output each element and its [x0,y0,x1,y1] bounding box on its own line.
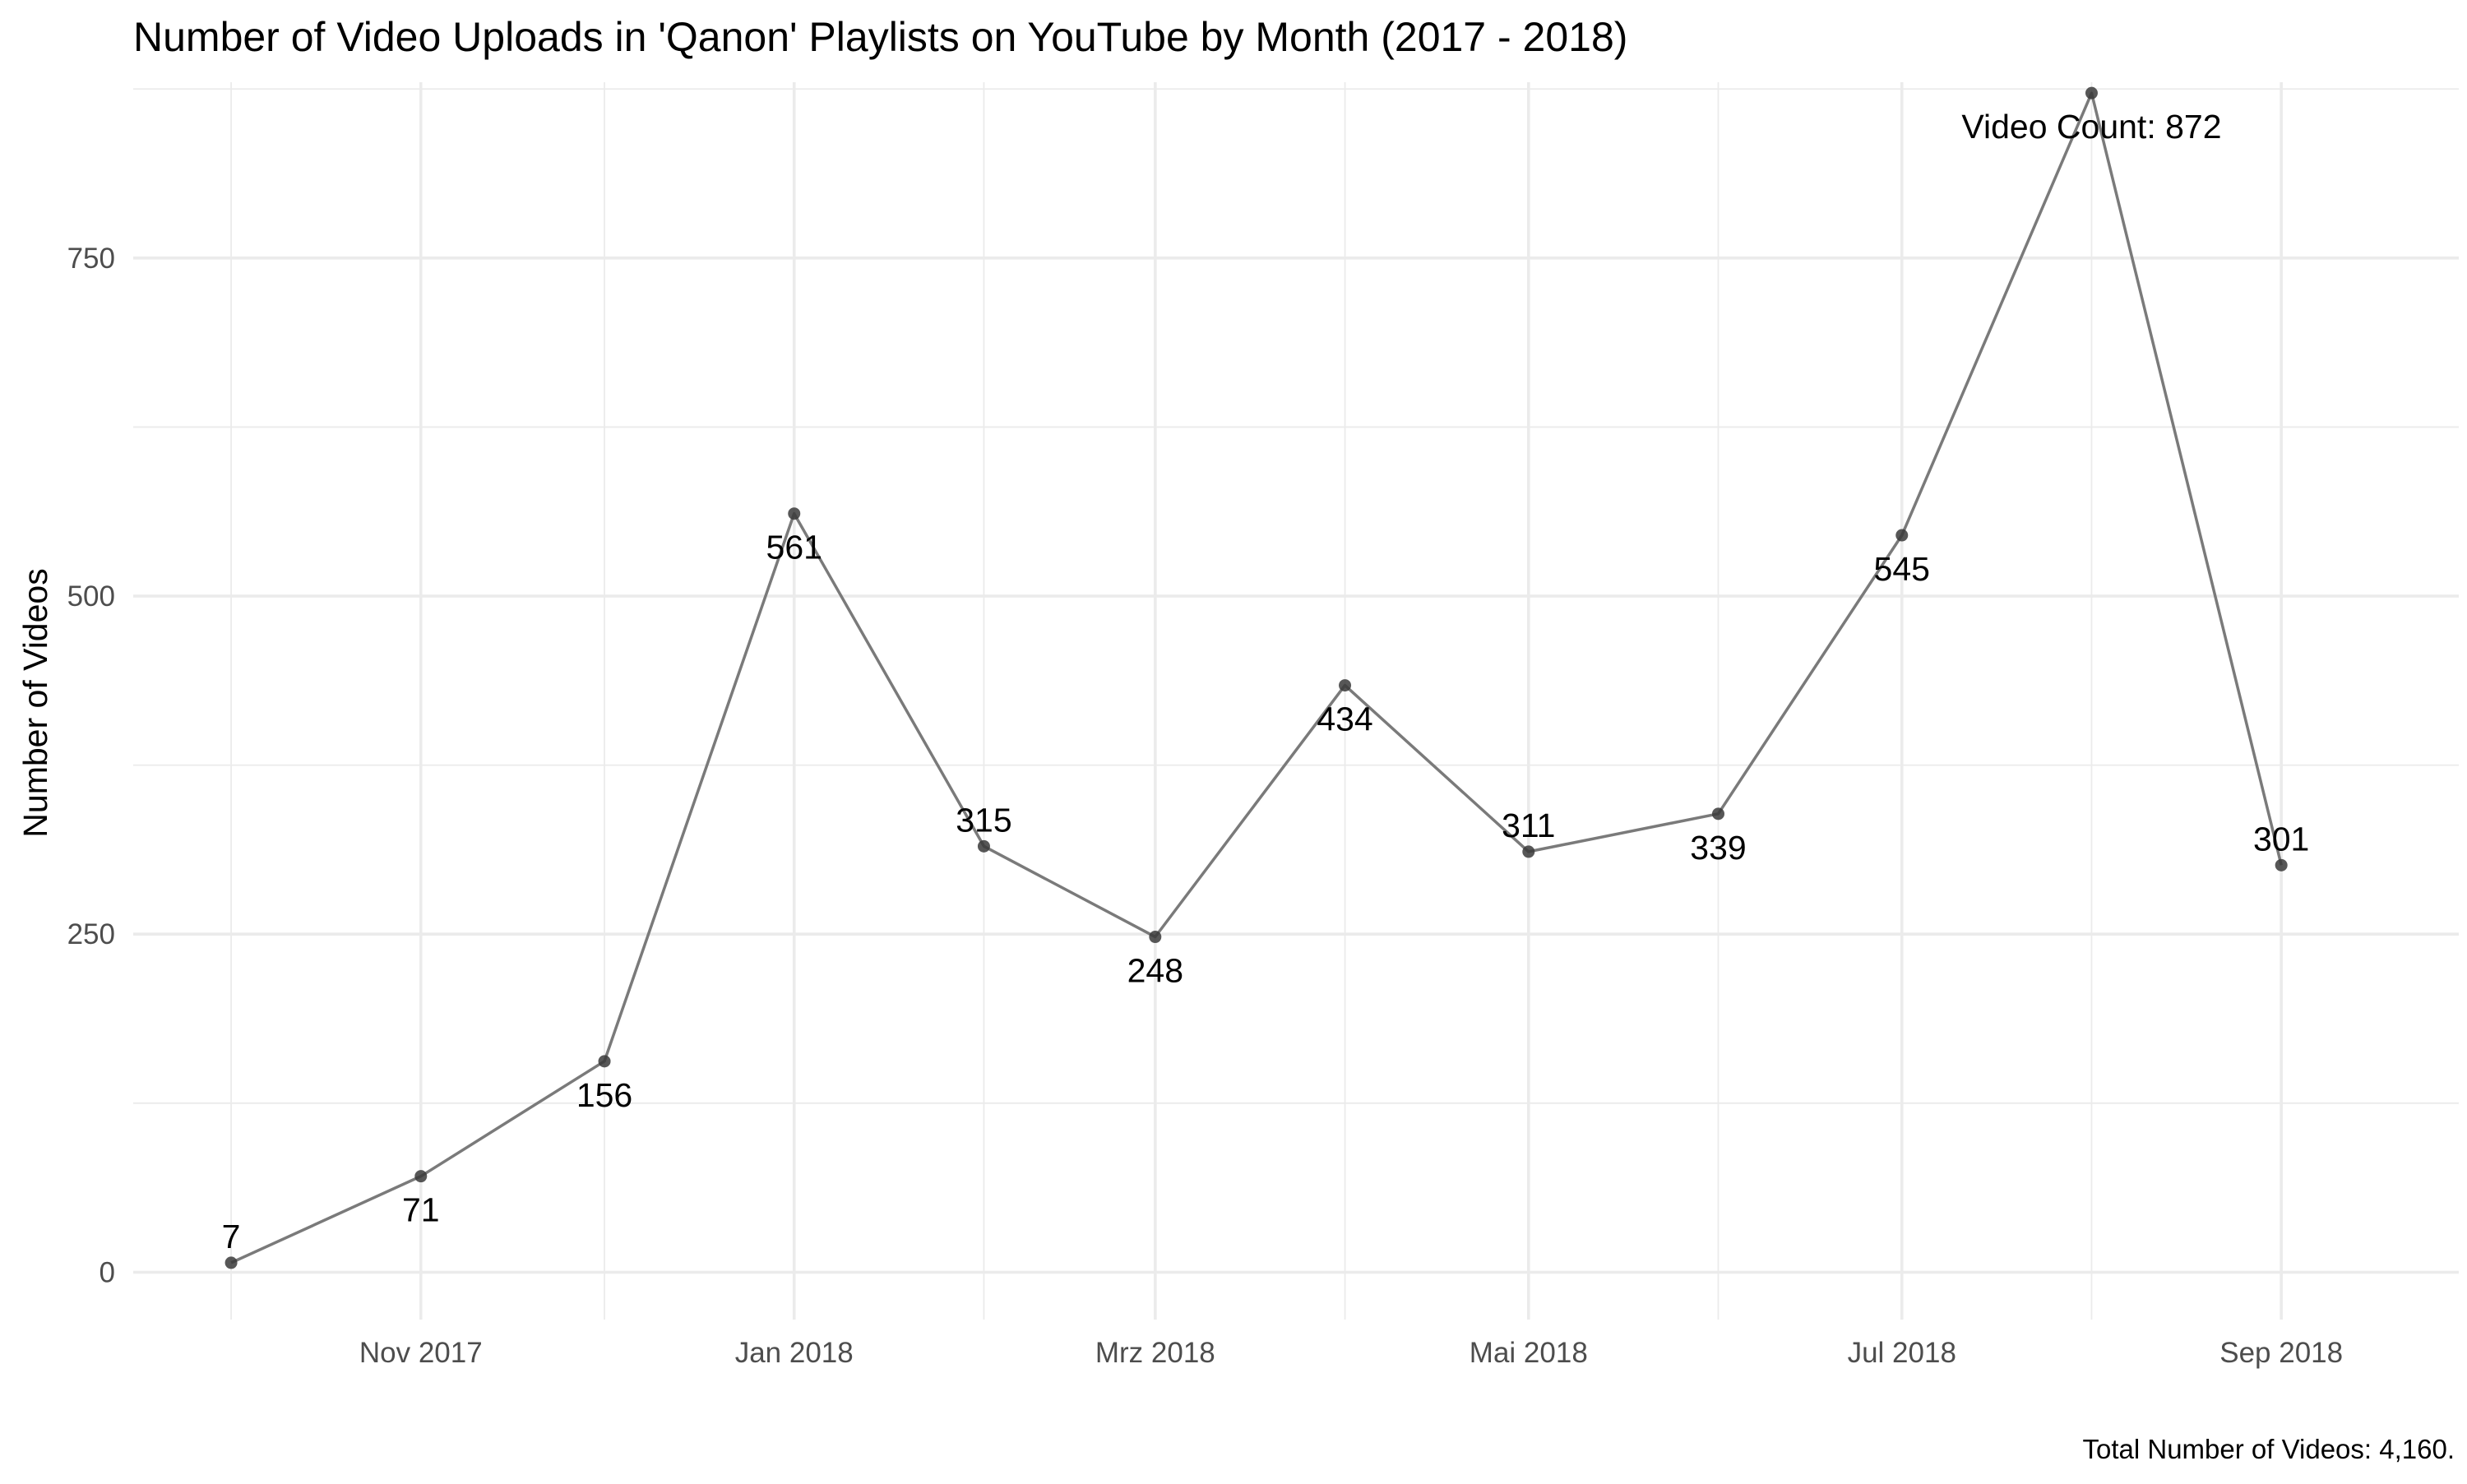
data-point [1712,807,1725,821]
grid [133,82,2459,1320]
data-labels: 7 71 156 561 315 248 434 311 339 545 Video Count: … [222,108,2310,1255]
data-label: Video Count: 872 [1961,108,2221,146]
x-tick-label: Sep 2018 [2219,1337,2343,1369]
y-tick-label: 250 [67,918,115,950]
data-point [2085,86,2098,99]
chart-title: Number of Video Uploads in 'Qanon' Playl… [133,14,1627,60]
y-tick-label: 0 [100,1256,115,1288]
y-axis-label: Number of Videos [16,568,54,837]
data-point [788,507,801,520]
data-points [224,86,2288,1269]
series-line [230,91,2283,1264]
data-label: 434 [1317,700,1372,738]
x-tick-label: Mai 2018 [1470,1337,1588,1369]
data-label: 561 [766,529,822,566]
series [230,91,2283,1264]
x-axis-ticks: Nov 2017 Jan 2018 Mrz 2018 Mai 2018 Jul 2018… [359,1337,2343,1369]
data-label: 7 [222,1218,241,1255]
y-tick-label: 750 [67,243,115,275]
data-label: 248 [1127,952,1183,990]
data-point [2275,858,2288,871]
y-axis-ticks: 0 250 500 750 [67,243,115,1289]
data-point [224,1256,238,1269]
data-point [598,1055,611,1068]
data-label: 315 [956,801,1011,839]
x-tick-label: Jul 2018 [1848,1337,1956,1369]
data-point [1149,931,1162,944]
x-tick-label: Nov 2017 [359,1337,483,1369]
data-point [1522,845,1535,858]
data-label: 71 [402,1191,440,1229]
data-label: 339 [1690,829,1746,867]
x-tick-label: Mrz 2018 [1095,1337,1215,1369]
data-label: 156 [576,1076,632,1114]
x-tick-label: Jan 2018 [735,1337,854,1369]
y-tick-label: 500 [67,580,115,613]
data-point [414,1170,428,1183]
data-point [1339,679,1352,692]
data-point [1895,529,1909,542]
data-label: 545 [1874,550,1930,588]
data-label: 301 [2253,820,2309,858]
data-label: 311 [1502,807,1555,844]
caption: Total Number of Videos: 4,160. [2083,1434,2455,1464]
data-point [977,839,990,853]
